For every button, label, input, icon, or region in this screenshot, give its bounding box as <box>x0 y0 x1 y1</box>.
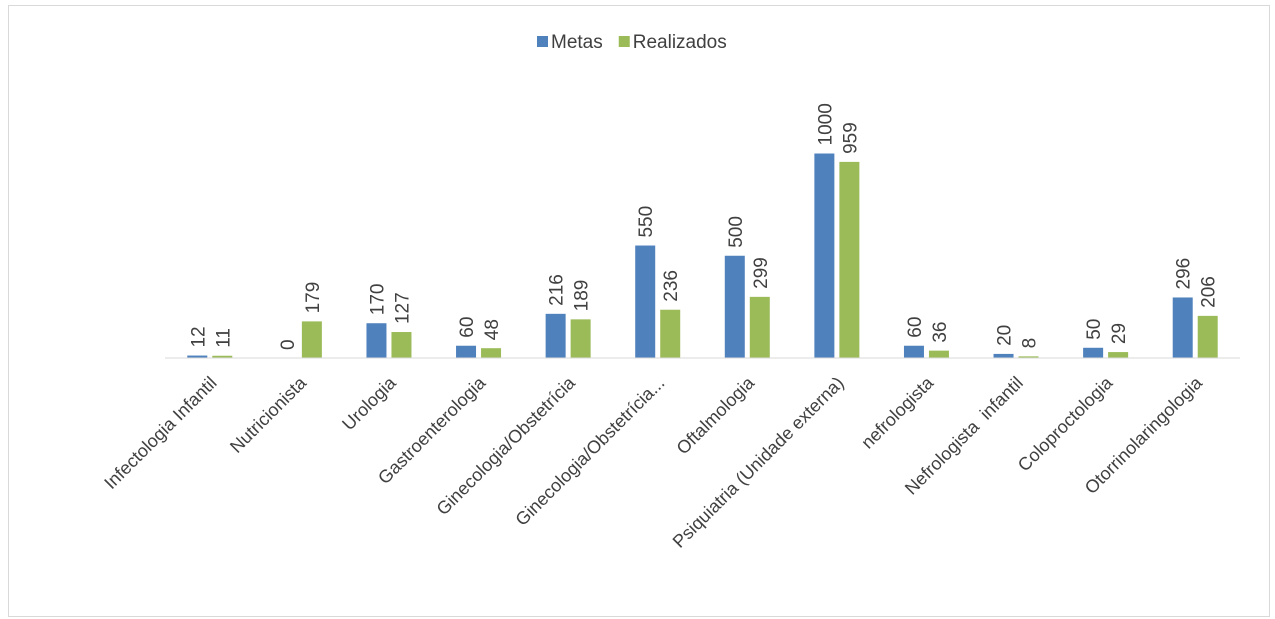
bar-metas-3 <box>366 323 387 358</box>
x-tick-label-7: Oftalmologia <box>673 372 759 458</box>
bar-metas-5 <box>545 313 566 358</box>
data-label-metas-6: 550 <box>636 206 657 238</box>
legend-label-realizados: Realizados <box>633 32 727 53</box>
data-label-realizados-9: 36 <box>930 321 951 342</box>
bar-realizados-10 <box>1018 356 1039 358</box>
bar-metas-7 <box>724 255 745 358</box>
x-tick-label-6: Ginecologia/Obstetrícia... <box>511 373 668 530</box>
data-label-metas-12: 296 <box>1174 258 1195 290</box>
data-label-realizados-12: 206 <box>1199 276 1220 308</box>
data-label-metas-2: 0 <box>278 339 299 350</box>
x-tick-label-1: Infectologia Infantil <box>100 373 220 493</box>
chart-bars <box>187 153 1218 358</box>
data-label-realizados-6: 236 <box>661 270 682 302</box>
data-label-metas-9: 60 <box>905 317 926 338</box>
bar-metas-10 <box>993 353 1014 358</box>
chart-legend: Metas Realizados <box>537 32 727 53</box>
legend-swatch-metas <box>537 36 548 47</box>
bar-realizados-2 <box>301 321 322 358</box>
bar-metas-11 <box>1083 347 1104 358</box>
data-label-realizados-3: 127 <box>392 292 413 324</box>
data-label-realizados-1: 11 <box>213 328 234 348</box>
bar-realizados-1 <box>212 355 233 358</box>
bar-metas-6 <box>635 245 656 358</box>
bar-realizados-5 <box>570 319 591 358</box>
legend-label-metas: Metas <box>551 32 603 53</box>
bar-metas-12 <box>1172 297 1193 358</box>
x-tick-label-2: Nutricionista <box>226 372 311 457</box>
data-label-metas-5: 216 <box>547 274 568 306</box>
data-label-realizados-5: 189 <box>572 280 593 312</box>
bar-metas-8 <box>814 153 835 358</box>
bar-realizados-6 <box>660 309 681 358</box>
bar-realizados-12 <box>1197 315 1218 358</box>
legend-swatch-realizados <box>618 36 630 47</box>
x-tick-label-3: Urologia <box>338 372 400 434</box>
x-tick-label-11: Coloproctologia <box>1014 372 1117 475</box>
bar-realizados-3 <box>391 332 412 358</box>
data-label-metas-4: 60 <box>457 317 478 338</box>
data-label-realizados-7: 299 <box>751 257 772 289</box>
data-label-realizados-8: 959 <box>840 122 861 154</box>
bar-realizados-4 <box>481 348 502 358</box>
bar-realizados-7 <box>749 296 770 358</box>
x-tick-label-9: nefrologista <box>857 372 938 453</box>
x-tick-label-8: Psiquiatria (Unidade externa) <box>669 373 848 552</box>
data-label-metas-3: 170 <box>367 284 388 316</box>
bar-metas-4 <box>456 345 477 358</box>
bar-realizados-8 <box>839 161 860 358</box>
data-label-realizados-11: 29 <box>1109 323 1130 344</box>
bar-realizados-11 <box>1108 352 1129 358</box>
bar-realizados-9 <box>928 350 949 358</box>
bar-metas-1 <box>187 355 208 358</box>
data-label-metas-10: 20 <box>995 325 1016 346</box>
data-label-metas-11: 50 <box>1084 319 1105 340</box>
data-label-realizados-2: 179 <box>303 282 324 314</box>
x-tick-labels: Infectologia Infantil Nutricionista Urolog… <box>100 372 1206 552</box>
data-label-realizados-10: 8 <box>1020 338 1041 349</box>
data-label-realizados-4: 48 <box>482 319 503 340</box>
data-label-metas-8: 1000 <box>815 103 836 145</box>
data-label-metas-7: 500 <box>726 216 747 248</box>
bar-metas-9 <box>903 345 924 358</box>
data-label-metas-1: 12 <box>188 326 209 347</box>
